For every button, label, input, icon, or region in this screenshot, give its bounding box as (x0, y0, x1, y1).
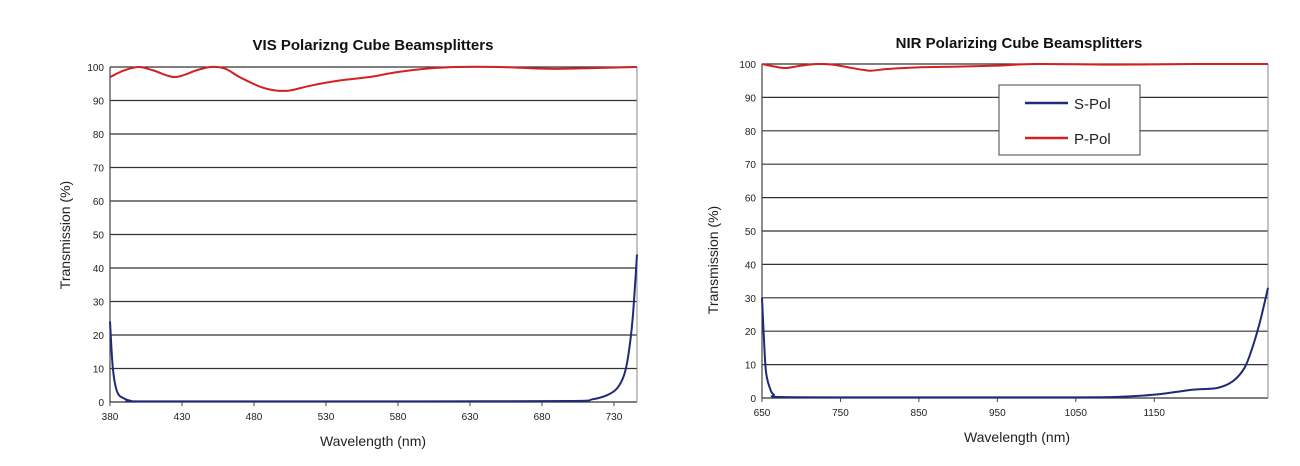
y-axis-label: Transmission (%) (57, 181, 73, 289)
x-tick-label: 650 (754, 408, 771, 419)
series-line-p-pol (761, 62, 1269, 72)
chart-title: VIS Polarizng Cube Beamsplitters (253, 37, 494, 54)
y-tick-label: 0 (98, 398, 104, 409)
legend: S-Pol P-Pol (998, 84, 1141, 156)
series-line-s-pol (761, 287, 1269, 399)
x-axis-label: Wavelength (nm) (964, 429, 1070, 445)
y-tick-label: 20 (93, 331, 105, 342)
y-tick-label: 30 (93, 298, 105, 309)
y-tick-label: 60 (745, 194, 757, 205)
x-tick-label: 480 (246, 412, 263, 423)
y-tick-label: 70 (93, 164, 105, 175)
y-tick-label: 40 (745, 260, 757, 271)
y-tick-label: 50 (745, 227, 757, 238)
y-tick-label: 0 (750, 394, 756, 405)
chart-title: NIR Polarizing Cube Beamsplitters (896, 35, 1143, 52)
y-axis-label: Transmission (%) (705, 206, 721, 314)
y-tick-label: 50 (93, 231, 105, 242)
x-tick-label: 750 (832, 408, 849, 419)
y-tick-label: 60 (93, 197, 105, 208)
x-tick-label: 950 (989, 408, 1006, 419)
x-tick-label: 580 (390, 412, 407, 423)
vis-chart: VIS Polarizng Cube Beamsplitters Wavelen… (57, 37, 638, 449)
legend-label-s-pol: S-Pol (1074, 96, 1111, 113)
y-tick-label: 70 (745, 160, 757, 171)
y-tick-label: 80 (745, 127, 757, 138)
x-tick-label: 850 (911, 408, 928, 419)
x-tick-label: 380 (102, 412, 119, 423)
series-line-s-pol (109, 254, 638, 403)
y-tick-label: 10 (745, 361, 757, 372)
y-tick-label: 90 (93, 97, 105, 108)
x-axis-label: Wavelength (nm) (320, 433, 426, 449)
nir-chart: NIR Polarizing Cube Beamsplitters Wavele… (705, 35, 1269, 445)
x-tick-label: 680 (534, 412, 551, 423)
x-tick-label: 730 (606, 412, 623, 423)
x-tick-label: 1050 (1065, 408, 1088, 419)
x-tick-label: 1150 (1143, 408, 1165, 419)
y-tick-label: 100 (739, 60, 756, 71)
x-tick-label: 530 (318, 412, 335, 423)
y-tick-label: 40 (93, 264, 105, 275)
y-tick-label: 20 (745, 327, 757, 338)
series-line-p-pol (109, 65, 638, 92)
legend-label-p-pol: P-Pol (1074, 131, 1111, 148)
y-tick-label: 80 (93, 130, 105, 141)
y-tick-label: 90 (745, 93, 757, 104)
y-tick-label: 100 (87, 63, 104, 74)
y-tick-label: 10 (93, 365, 105, 376)
y-tick-label: 30 (745, 294, 757, 305)
x-tick-label: 430 (174, 412, 191, 423)
x-tick-label: 630 (462, 412, 479, 423)
